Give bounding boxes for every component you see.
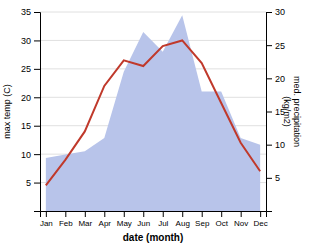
y2-axis-title-line: (kg/m2) <box>282 96 292 127</box>
tick-mark <box>266 145 272 146</box>
tick-mark <box>65 211 66 217</box>
tick-label: 30 <box>275 7 285 17</box>
tick-label: 20 <box>21 93 31 103</box>
tick: Aug <box>176 211 190 228</box>
tick: 25 <box>266 41 285 51</box>
tick-mark <box>143 211 144 217</box>
tick-mark <box>266 112 272 113</box>
x-axis-title: date (month) <box>123 232 184 243</box>
line <box>46 40 260 185</box>
marks <box>46 15 260 211</box>
tick-label: Feb <box>59 219 73 228</box>
x-axis: Jan Feb Mar Apr May Jun Jul Aug Sep Oct Nov Dec <box>40 211 268 228</box>
plot: Jan Feb Mar Apr May Jun Jul Aug Sep Oct Nov Dec 5 10 1… <box>21 7 285 227</box>
tick: Dec <box>254 211 268 228</box>
tick: Feb <box>59 211 73 228</box>
grid-line <box>40 12 266 13</box>
tick: 30 <box>266 7 285 17</box>
axis-line <box>34 13 41 212</box>
tick-mark <box>241 211 242 217</box>
tick: 5 <box>26 178 40 188</box>
tick: 30 <box>21 36 40 46</box>
tick-label: Oct <box>215 219 228 228</box>
tick: May <box>117 211 132 228</box>
tick-label: Jul <box>158 219 168 228</box>
tick-mark <box>34 154 40 155</box>
tick: 20 <box>21 93 40 103</box>
y2-axis-title: med. precipitation(kg/m2) <box>282 76 302 147</box>
tick-label: 5 <box>26 178 31 188</box>
tick-label: Apr <box>99 219 112 228</box>
y-axis: 5 10 15 20 25 30 35 <box>21 7 41 211</box>
tick-label: May <box>117 219 132 228</box>
tick: Oct <box>215 211 228 228</box>
tick-mark <box>34 183 40 184</box>
tick-mark <box>104 211 105 217</box>
tick-label: 25 <box>275 41 285 51</box>
tick-mark <box>182 211 183 217</box>
tick-mark <box>266 45 272 46</box>
tick-mark <box>124 211 125 217</box>
tick: Jul <box>158 211 168 228</box>
tick: Nov <box>234 211 248 228</box>
tick-label: Jan <box>40 219 53 228</box>
grid-line <box>40 40 266 41</box>
tick: Apr <box>99 211 112 228</box>
tick: 35 <box>21 7 40 17</box>
chart: Jan Feb Mar Apr May Jun Jul Aug Sep Oct Nov Dec 5 10 1… <box>0 0 318 247</box>
y-axis-title: max temp (C) <box>2 84 12 139</box>
tick: 15 <box>21 121 40 131</box>
axis-line <box>267 13 273 212</box>
tick-mark <box>260 211 261 217</box>
tick-mark <box>34 40 40 41</box>
tick-label: 15 <box>21 121 31 131</box>
tick-label: 10 <box>275 140 285 150</box>
tick-mark <box>163 211 164 217</box>
tick-mark <box>266 178 272 179</box>
tick: 20 <box>266 74 285 84</box>
tick: 10 <box>266 140 285 150</box>
tick-label: Jun <box>137 219 150 228</box>
tick-mark <box>34 97 40 98</box>
tick-label: Nov <box>234 219 248 228</box>
tick-mark <box>85 211 86 217</box>
tick: 5 <box>266 173 280 183</box>
tick-label: 35 <box>21 7 31 17</box>
tick: 25 <box>21 64 40 74</box>
tick-label: 25 <box>21 64 31 74</box>
tick-label: 30 <box>21 36 31 46</box>
area <box>46 15 260 211</box>
tick: Mar <box>78 211 92 228</box>
tick-label: 5 <box>275 173 280 183</box>
axis-line <box>41 212 267 218</box>
tick-label: 20 <box>275 74 285 84</box>
tick-label: Aug <box>176 219 190 228</box>
tick-mark <box>221 211 222 217</box>
tick-label: 10 <box>21 150 31 160</box>
tick-mark <box>266 12 272 13</box>
tick: Jan <box>40 211 53 228</box>
tick: Sep <box>195 211 210 228</box>
tick: Jun <box>137 211 150 228</box>
tick-mark <box>34 126 40 127</box>
tick-mark <box>34 69 40 70</box>
tick-label: Mar <box>78 219 92 228</box>
tick-mark <box>46 211 47 217</box>
tick-mark <box>34 12 40 13</box>
y2-axis-title-line: med. precipitation <box>292 76 302 147</box>
tick-mark <box>202 211 203 217</box>
tick: 10 <box>21 150 40 160</box>
tick-label: Sep <box>195 219 210 228</box>
tick-mark <box>266 78 272 79</box>
tick-label: Dec <box>254 219 268 228</box>
